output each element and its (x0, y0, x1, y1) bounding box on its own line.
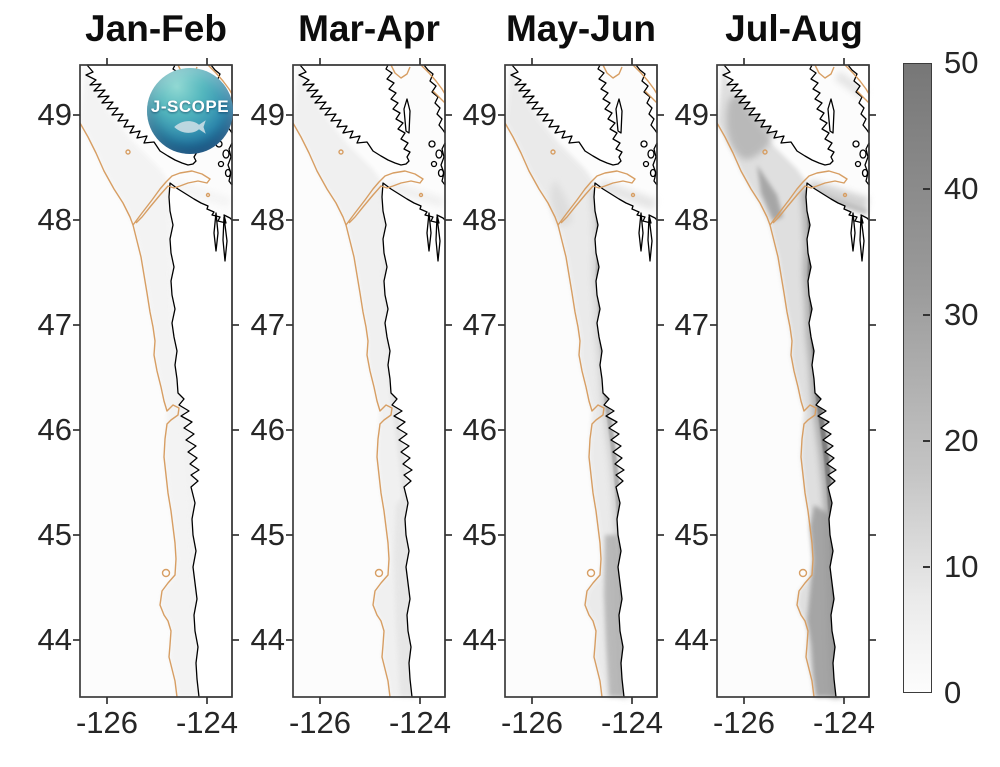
lat-label: 46 (674, 412, 709, 447)
lat-label: 46 (462, 412, 497, 447)
shading-mar-apr (293, 65, 445, 697)
fish-icon (174, 120, 206, 134)
lat-label: 47 (37, 307, 72, 342)
lat-label: 49 (462, 97, 497, 132)
lat-label: 49 (250, 97, 285, 132)
lat-label: 44 (674, 622, 709, 657)
lat-label: 49 (674, 97, 709, 132)
lat-label: 47 (250, 307, 285, 342)
lon-label: -124 (812, 705, 876, 740)
lat-label: 47 (674, 307, 709, 342)
colorbar-tick (923, 566, 930, 568)
lon-label: -126 (288, 705, 352, 740)
colorbar-label: 0 (944, 675, 962, 710)
colorbar-label: 30 (944, 297, 979, 332)
lon-label: -126 (500, 705, 564, 740)
colorbar-label: 40 (944, 171, 979, 206)
map-panel-may-jun (496, 56, 666, 706)
shading-jul-aug (717, 65, 870, 697)
lat-label: 45 (250, 517, 285, 552)
panel-title-jul-aug: Jul-Aug (725, 8, 863, 49)
lon-label: -124 (175, 705, 239, 740)
lat-label: 48 (250, 202, 285, 237)
lat-label: 45 (462, 517, 497, 552)
lat-label: 49 (37, 97, 72, 132)
lat-label: 44 (250, 622, 285, 657)
lat-label: 46 (250, 412, 285, 447)
map-panel-mar-apr (284, 56, 454, 706)
panel-title-mar-apr: Mar-Apr (298, 8, 440, 49)
shading-jan-feb (80, 65, 232, 697)
lat-label: 45 (674, 517, 709, 552)
lon-label: -124 (388, 705, 452, 740)
lat-label: 44 (37, 622, 72, 657)
colorbar-tick (923, 188, 930, 190)
lon-label: -126 (75, 705, 139, 740)
lat-label: 48 (462, 202, 497, 237)
colorbar-tick (923, 314, 930, 316)
lat-label: 48 (674, 202, 709, 237)
colorbar-label: 50 (944, 45, 979, 80)
colorbar (903, 63, 932, 693)
jscope-logo-text: J-SCOPE (150, 97, 230, 116)
jscope-logo: J-SCOPE (147, 68, 233, 154)
colorbar-tick (923, 440, 930, 442)
map-panel-jan-feb (71, 56, 241, 706)
lat-label: 44 (462, 622, 497, 657)
colorbar-label: 20 (944, 423, 979, 458)
panel-title-may-jun: May-Jun (505, 8, 657, 49)
lat-label: 46 (37, 412, 72, 447)
map-panel-jul-aug (708, 56, 878, 706)
lon-label: -124 (600, 705, 664, 740)
lat-label: 48 (37, 202, 72, 237)
lat-label: 45 (37, 517, 72, 552)
colorbar-label: 10 (944, 549, 979, 584)
lat-label: 47 (462, 307, 497, 342)
lon-label: -126 (712, 705, 776, 740)
panel-title-jan-feb: Jan-Feb (85, 8, 227, 49)
